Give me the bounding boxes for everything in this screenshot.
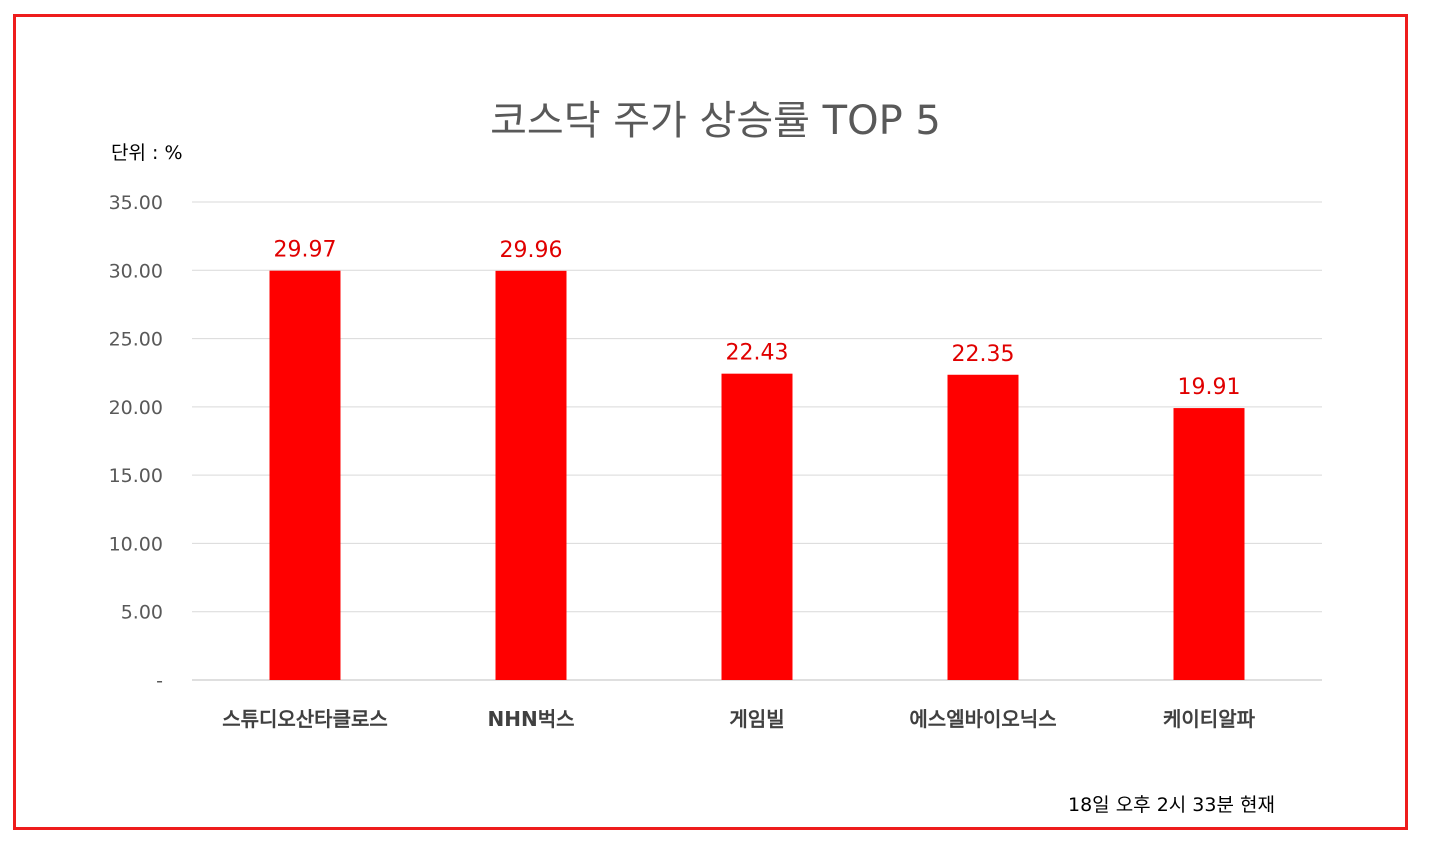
x-category-label: 게임빌 — [729, 707, 784, 731]
y-tick-label: 20.00 — [109, 397, 163, 419]
y-tick-label: 35.00 — [109, 192, 163, 214]
bar — [269, 270, 341, 680]
chart-frame — [13, 14, 1408, 830]
data-label: 19.91 — [1178, 375, 1241, 400]
unit-label: 단위 : % — [111, 142, 183, 164]
y-tick-label: 25.00 — [109, 329, 163, 351]
data-label: 29.97 — [274, 238, 337, 263]
y-tick-label: 15.00 — [109, 465, 163, 487]
bar — [721, 373, 793, 680]
bar — [495, 270, 567, 680]
y-tick-label: - — [156, 670, 163, 692]
footnote: 18일 오후 2시 33분 현재 — [1068, 794, 1275, 816]
y-tick-label: 30.00 — [109, 260, 163, 282]
data-label: 22.43 — [726, 341, 789, 366]
chart-title: 코스닥 주가 상승률 TOP 5 — [490, 98, 941, 144]
x-category-label: NHN벅스 — [487, 707, 574, 731]
data-label: 29.96 — [500, 238, 563, 263]
x-category-label: 에스엘바이오닉스 — [909, 707, 1056, 731]
y-tick-label: 5.00 — [121, 602, 163, 624]
data-label: 22.35 — [952, 342, 1015, 367]
x-category-label: 스튜디오산타클로스 — [222, 707, 388, 731]
bar — [1173, 408, 1245, 680]
bar — [947, 374, 1019, 680]
y-tick-label: 10.00 — [109, 533, 163, 555]
x-category-label: 케이티알파 — [1163, 707, 1256, 731]
